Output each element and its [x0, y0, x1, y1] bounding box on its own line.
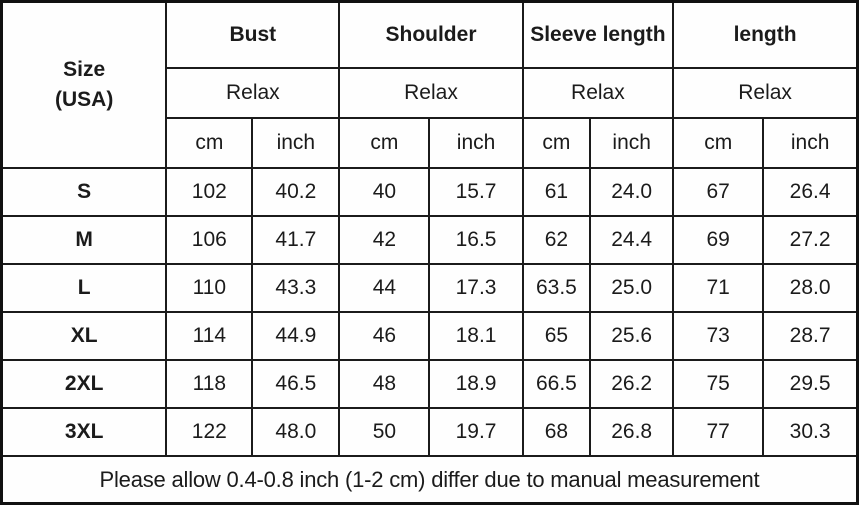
- unit-header-bust-inch: inch: [251, 117, 341, 169]
- value-cell: 63.5: [521, 263, 592, 313]
- value-cell: 15.7: [428, 167, 524, 217]
- unit-header-length-cm: cm: [672, 117, 765, 169]
- value-cell: 46.5: [251, 359, 341, 409]
- value-cell: 19.7: [428, 407, 524, 457]
- size-cell: S: [0, 167, 168, 217]
- value-cell: 50: [338, 407, 431, 457]
- value-cell: 41.7: [251, 215, 341, 265]
- value-cell: 48.0: [251, 407, 341, 457]
- size-header-line2: (USA): [55, 88, 114, 111]
- value-cell: 114: [165, 311, 254, 361]
- header-row-groups: Size (USA) Bust Shoulder Sleeve length l…: [0, 0, 859, 169]
- value-cell: 43.3: [251, 263, 341, 313]
- value-cell: 17.3: [428, 263, 524, 313]
- size-cell: L: [0, 263, 168, 313]
- table-row: XL 114 44.9 46 18.1 65 25.6 73 28.7: [0, 311, 859, 361]
- table-row: S 102 40.2 40 15.7 61 24.0 67 26.4: [0, 167, 859, 217]
- column-group-shoulder: Shoulder: [338, 0, 524, 69]
- unit-header-shoulder-cm: cm: [338, 117, 431, 169]
- value-cell: 42: [338, 215, 431, 265]
- value-cell: 44.9: [251, 311, 341, 361]
- size-cell: 3XL: [0, 407, 168, 457]
- value-cell: 102: [165, 167, 254, 217]
- footer-row: Please allow 0.4-0.8 inch (1-2 cm) diffe…: [0, 455, 859, 505]
- value-cell: 16.5: [428, 215, 524, 265]
- value-cell: 24.0: [589, 167, 675, 217]
- value-cell: 28.7: [762, 311, 859, 361]
- value-cell: 28.0: [762, 263, 859, 313]
- value-cell: 48: [338, 359, 431, 409]
- value-cell: 26.8: [589, 407, 675, 457]
- fit-header-bust: Relax: [165, 67, 341, 119]
- value-cell: 18.1: [428, 311, 524, 361]
- value-cell: 29.5: [762, 359, 859, 409]
- value-cell: 65: [521, 311, 592, 361]
- table-row: 2XL 118 46.5 48 18.9 66.5 26.2 75 29.5: [0, 359, 859, 409]
- unit-header-sleeve-cm: cm: [521, 117, 592, 169]
- value-cell: 26.2: [589, 359, 675, 409]
- size-header-line1: Size: [63, 57, 106, 81]
- value-cell: 40.2: [251, 167, 341, 217]
- size-cell: M: [0, 215, 168, 265]
- unit-header-sleeve-inch: inch: [589, 117, 675, 169]
- table-row: M 106 41.7 42 16.5 62 24.4 69 27.2: [0, 215, 859, 265]
- value-cell: 61: [521, 167, 592, 217]
- table-row: 3XL 122 48.0 50 19.7 68 26.8 77 30.3: [0, 407, 859, 457]
- value-cell: 106: [165, 215, 254, 265]
- value-cell: 118: [165, 359, 254, 409]
- value-cell: 25.6: [589, 311, 675, 361]
- size-column-header: Size (USA): [0, 0, 168, 169]
- value-cell: 46: [338, 311, 431, 361]
- value-cell: 44: [338, 263, 431, 313]
- unit-header-shoulder-inch: inch: [428, 117, 524, 169]
- size-cell: 2XL: [0, 359, 168, 409]
- column-group-sleeve-length: Sleeve length: [521, 0, 675, 69]
- value-cell: 30.3: [762, 407, 859, 457]
- fit-header-sleeve-length: Relax: [521, 67, 675, 119]
- fit-header-length: Relax: [672, 67, 859, 119]
- value-cell: 75: [672, 359, 765, 409]
- value-cell: 68: [521, 407, 592, 457]
- value-cell: 122: [165, 407, 254, 457]
- column-group-length: length: [672, 0, 859, 69]
- measurement-note: Please allow 0.4-0.8 inch (1-2 cm) diffe…: [0, 455, 859, 505]
- value-cell: 110: [165, 263, 254, 313]
- unit-header-length-inch: inch: [762, 117, 859, 169]
- size-cell: XL: [0, 311, 168, 361]
- value-cell: 18.9: [428, 359, 524, 409]
- value-cell: 25.0: [589, 263, 675, 313]
- value-cell: 71: [672, 263, 765, 313]
- value-cell: 26.4: [762, 167, 859, 217]
- value-cell: 66.5: [521, 359, 592, 409]
- value-cell: 27.2: [762, 215, 859, 265]
- table-row: L 110 43.3 44 17.3 63.5 25.0 71 28.0: [0, 263, 859, 313]
- value-cell: 40: [338, 167, 431, 217]
- value-cell: 67: [672, 167, 765, 217]
- column-group-bust: Bust: [165, 0, 341, 69]
- header-row-units: cm inch cm inch cm inch cm inch: [2, 117, 859, 169]
- value-cell: 69: [672, 215, 765, 265]
- fit-header-shoulder: Relax: [338, 67, 524, 119]
- unit-header-bust-cm: cm: [165, 117, 254, 169]
- header-row-fit: Relax Relax Relax Relax: [2, 67, 859, 119]
- value-cell: 62: [521, 215, 592, 265]
- value-cell: 73: [672, 311, 765, 361]
- value-cell: 24.4: [589, 215, 675, 265]
- value-cell: 77: [672, 407, 765, 457]
